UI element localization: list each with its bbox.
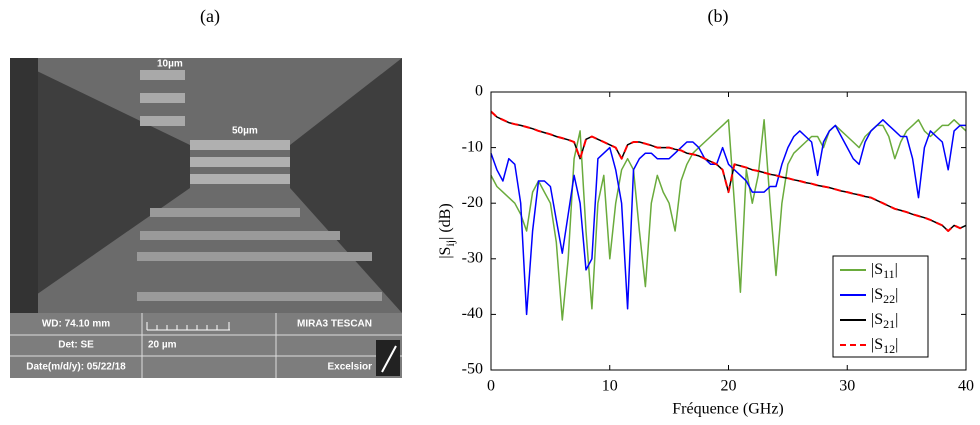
legend-label: |S11| — [871, 261, 898, 281]
panel-label: (b) — [708, 6, 729, 27]
small-bar — [140, 93, 185, 103]
legend-label: |S12| — [871, 336, 898, 356]
legend-label: |S21| — [871, 311, 898, 331]
series-line — [490, 119, 967, 321]
x-tick-label: 40 — [958, 378, 974, 395]
bar — [190, 157, 290, 167]
series-line — [490, 110, 967, 232]
left-electrode — [10, 58, 190, 313]
x-tick-label: 0 — [487, 378, 495, 395]
y-tick-label: 0 — [475, 83, 483, 100]
bar — [137, 252, 372, 261]
logo-mark — [381, 345, 397, 373]
info-text: Det: SE — [58, 340, 94, 351]
series-line — [490, 119, 966, 316]
x-tick-label: 30 — [839, 378, 855, 395]
y-tick-label: -20 — [462, 194, 483, 211]
scale-bar — [146, 322, 230, 331]
bar — [190, 174, 290, 184]
chart: Fréquence (GHz) |Sij| (dB) -50 -40 -30 -20 -… — [437, 83, 974, 418]
bar — [190, 140, 290, 150]
bar — [140, 231, 340, 240]
x-tick-label: 10 — [602, 378, 618, 395]
legend-label: |S22| — [871, 286, 898, 306]
right-electrode — [290, 58, 402, 313]
info-text: Excelsior — [328, 362, 373, 373]
legend-box — [832, 255, 929, 358]
y-axis-label: |Sij| (dB) — [437, 203, 457, 258]
plot-frame — [490, 91, 967, 371]
small-bar — [140, 70, 185, 80]
y-tick-label: -50 — [462, 361, 483, 378]
small-bar — [140, 116, 185, 126]
left-edge — [10, 58, 38, 313]
logo — [376, 340, 400, 376]
info-text: 20 µm — [148, 340, 177, 351]
y-tick-label: -30 — [462, 249, 483, 266]
info-bar — [10, 313, 402, 378]
x-axis-label: Fréquence (GHz) — [672, 401, 784, 418]
scale-label: 50µm — [232, 126, 258, 137]
y-tick-label: -10 — [462, 138, 483, 155]
x-tick-label: 20 — [721, 378, 737, 395]
panel-label: (a) — [200, 6, 220, 27]
bar — [137, 292, 382, 301]
sem-image: 10µm 50µm WD: 74.10 mm Det: SE Date(m/d/… — [10, 58, 402, 378]
scale-label: 10µm — [157, 59, 183, 70]
info-text: MIRA3 TESCAN — [297, 319, 372, 330]
info-text: WD: 74.10 mm — [42, 319, 110, 330]
bar — [150, 208, 300, 217]
y-tick-label: -40 — [462, 305, 483, 322]
info-text: Date(m/d/y): 05/22/18 — [26, 362, 126, 373]
